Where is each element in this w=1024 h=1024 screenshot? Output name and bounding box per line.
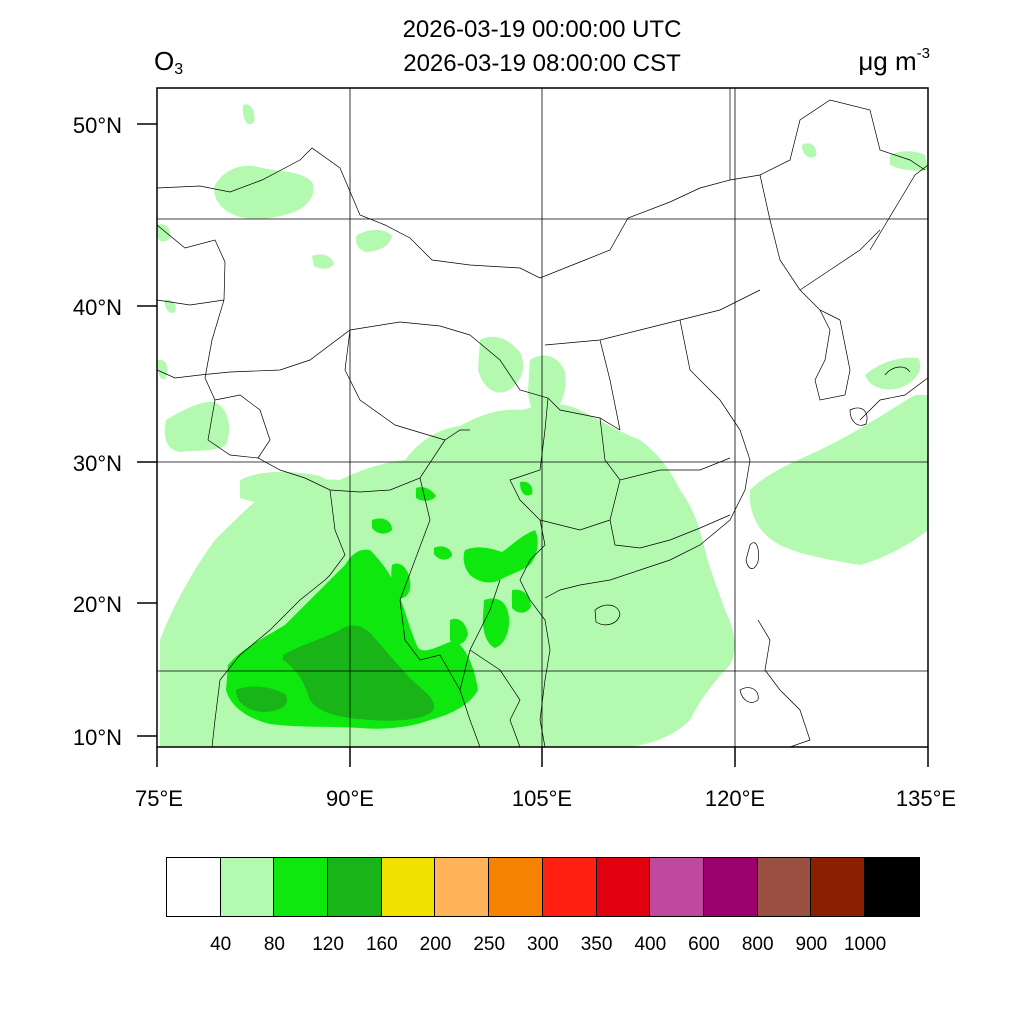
colorbar-label: 350 <box>580 934 613 955</box>
colorbar-label: 40 <box>210 934 232 955</box>
lat-label-50n: 50°N <box>72 113 122 138</box>
colorbar-cell <box>596 858 651 916</box>
lon-label-105e: 105°E <box>511 786 573 811</box>
colorbar-cell <box>489 858 543 916</box>
species-label: O3 <box>154 48 183 78</box>
ozone-120-160-regions <box>236 625 434 721</box>
graticule-lines <box>157 88 928 747</box>
units-superscript: -3 <box>916 45 930 62</box>
lon-label-120e: 120°E <box>704 786 766 811</box>
colorbar-label: 80 <box>263 934 285 955</box>
species-subscript: 3 <box>174 61 184 78</box>
title-utc-time: 2026-03-19 00:00:00 UTC <box>402 16 682 43</box>
lon-label-90e: 90°E <box>326 786 374 811</box>
colorbar-label: 900 <box>795 934 828 955</box>
colorbar <box>166 857 920 917</box>
title-cst-time: 2026-03-19 08:00:00 CST <box>403 50 681 77</box>
lat-label-20n: 20°N <box>72 592 122 617</box>
boundary-lines <box>157 88 928 747</box>
colorbar-label: 600 <box>688 934 720 955</box>
lon-label-75e: 75°E <box>135 786 183 811</box>
colorbar-cell <box>220 858 275 916</box>
colorbar-cell <box>542 858 597 916</box>
lat-label-30n: 30°N <box>72 451 122 476</box>
species-base: O <box>154 46 175 76</box>
colorbar-cell <box>381 858 436 916</box>
colorbar-cell <box>650 858 704 916</box>
colorbar-cell <box>811 858 865 916</box>
colorbar-label: 160 <box>365 934 398 955</box>
units-label: μg m-3 <box>858 46 930 74</box>
lat-label-40n: 40°N <box>72 295 122 320</box>
colorbar-label: 1000 <box>843 934 887 955</box>
colorbar-cell <box>167 858 221 916</box>
colorbar-label: 300 <box>527 934 559 955</box>
colorbar-cell <box>864 858 919 916</box>
lat-label-10n: 10°N <box>72 725 122 750</box>
units-base: μg m <box>858 46 917 76</box>
colorbar-label: 800 <box>741 934 774 955</box>
colorbar-cell <box>274 858 329 916</box>
lon-label-135e: 135°E <box>895 786 957 811</box>
axis-ticks <box>137 123 929 767</box>
colorbar-label: 400 <box>634 934 667 955</box>
colorbar-label: 250 <box>473 934 506 955</box>
colorbar-cell <box>328 858 382 916</box>
colorbar-cell <box>435 858 490 916</box>
colorbar-label: 120 <box>312 934 344 955</box>
colorbar-cell <box>757 858 812 916</box>
colorbar-label: 200 <box>419 934 452 955</box>
colorbar-cell <box>703 858 758 916</box>
